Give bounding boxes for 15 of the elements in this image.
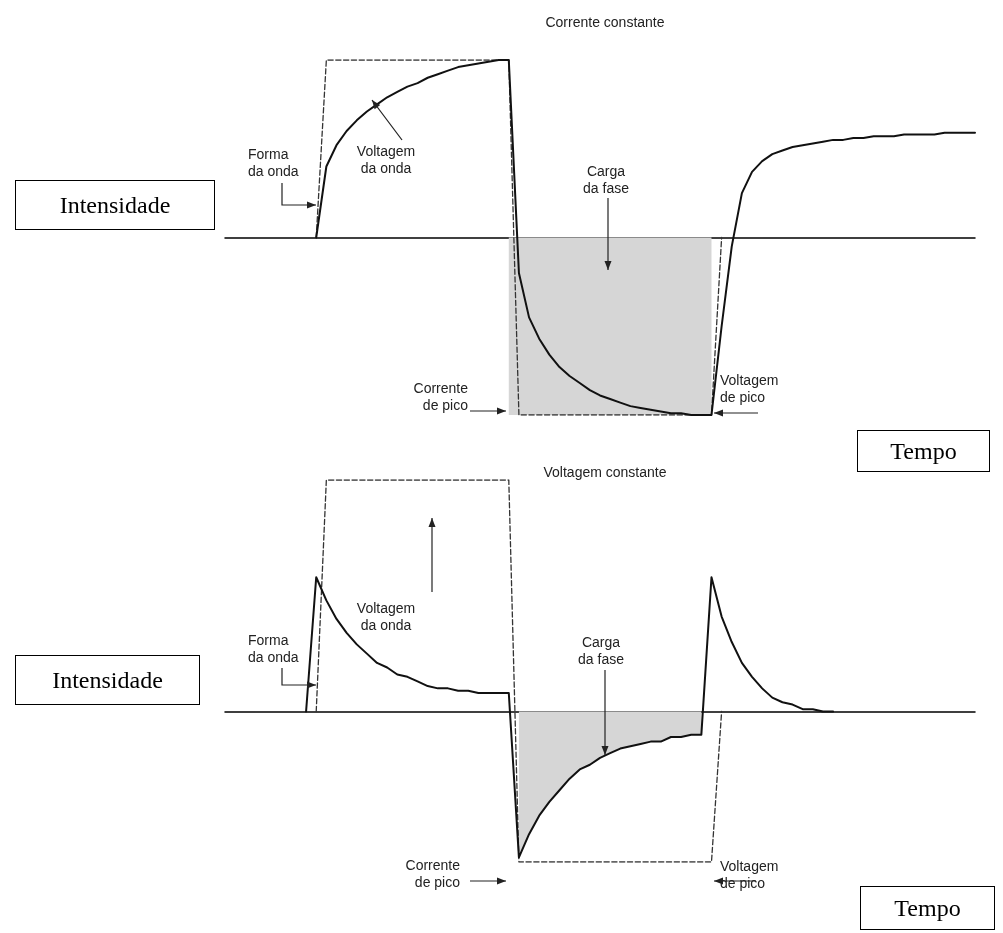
annotation: Carga da fase [577,634,625,668]
x-axis-title: Tempo [860,886,995,930]
annotation: Forma da onda [248,632,300,666]
annotation: Voltagem da onda [355,600,417,634]
y-axis-title: Intensidade [15,180,215,230]
annotation: Voltagem de pico [720,372,780,406]
chart-title: Corrente constante [545,14,665,30]
y-axis-title: Intensidade [15,655,200,705]
annotation: Carga da fase [582,163,630,197]
annotation: Corrente de pico [404,857,460,891]
annotation: Corrente de pico [412,380,468,414]
annotation: Voltagem da onda [355,143,417,177]
chart-title: Voltagem constante [543,464,667,480]
annotation: Forma da onda [248,146,300,180]
x-axis-title: Tempo [857,430,990,472]
